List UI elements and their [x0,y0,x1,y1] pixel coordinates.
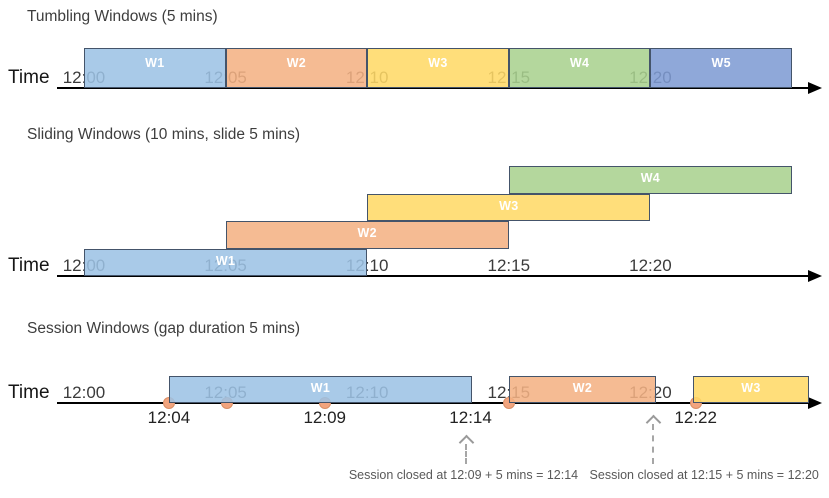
window-label: W3 [499,198,519,213]
window-bar-w2: W2 [508,376,657,403]
time-axis [57,275,810,277]
window-label: W3 [428,56,448,70]
window-bar-w5: W5 [650,48,792,88]
axis-arrowhead-icon [808,397,822,409]
time-axis-label: Time [8,67,50,88]
dashed-arrow-stem [465,444,468,464]
session-annotation: Session closed at 12:09 + 5 mins = 12:14 [348,468,579,482]
dashed-arrow-stem [652,424,655,464]
window-bar-w2: W2 [225,221,509,249]
window-bar-w4: W4 [508,48,651,88]
time-axis [57,87,810,89]
window-label: W5 [711,56,731,70]
session-annotation: Session closed at 12:15 + 5 mins = 12:20 [589,468,819,482]
window-bar-w4: W4 [508,166,792,194]
window-bar-w1: W1 [168,376,472,403]
tick-label: 12:20 [629,256,672,275]
event-time-label: 12:14 [449,408,492,427]
time-axis [57,402,810,404]
window-label: W1 [215,253,236,268]
window-label: W4 [640,171,661,186]
section-title-session: Session Windows (gap duration 5 mins) [27,320,301,337]
event-time-label: 12:09 [303,408,346,427]
tick-label: 12:15 [487,256,531,275]
window-label: W2 [357,226,377,241]
window-label: W1 [310,381,331,395]
time-axis-label: Time [8,382,50,403]
axis-arrowhead-icon [808,270,822,282]
window-label: W4 [569,56,590,70]
window-bar-w3: W3 [367,193,651,221]
event-time-label: 12:22 [674,408,717,427]
window-label: W3 [741,381,761,395]
window-bar-w3: W3 [367,48,509,88]
section-title-sliding: Sliding Windows (10 mins, slide 5 mins) [27,126,301,143]
window-bar-w1: W1 [84,48,226,88]
event-time-label: 12:04 [147,408,191,427]
window-label: W2 [572,381,593,395]
window-label: W2 [286,56,307,70]
tick-label: 12:00 [62,383,106,402]
window-bar-w2: W2 [225,48,368,88]
time-axis-label: Time [8,255,50,276]
window-bar-w3: W3 [692,376,809,403]
window-label: W1 [145,56,165,70]
axis-arrowhead-icon [808,82,822,94]
section-title-tumbling: Tumbling Windows (5 mins) [27,8,218,25]
window-bar-w1: W1 [84,248,368,276]
